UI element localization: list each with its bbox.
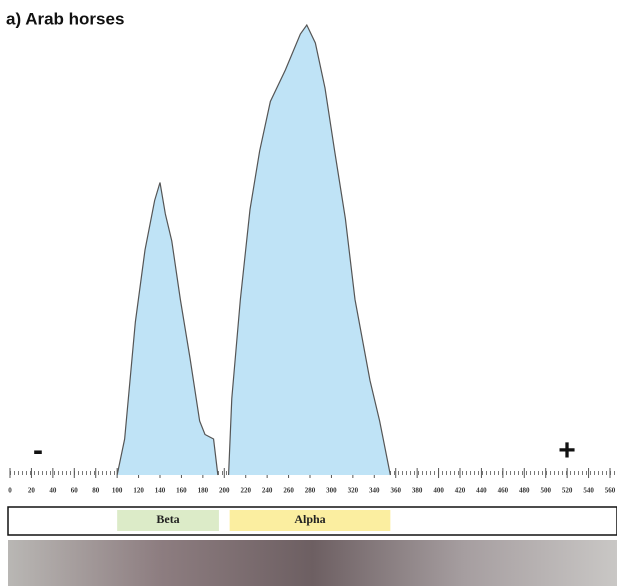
x-tick-label: 320 xyxy=(348,487,359,495)
x-tick-label: 160 xyxy=(176,487,187,495)
x-tick-label: 40 xyxy=(49,487,57,495)
x-tick-label: 380 xyxy=(412,487,423,495)
x-tick-label: 20 xyxy=(28,487,36,495)
x-tick-label: 520 xyxy=(562,487,573,495)
x-tick-label: 200 xyxy=(219,487,230,495)
x-tick-label: 100 xyxy=(112,487,123,495)
x-tick-label: 280 xyxy=(305,487,316,495)
x-tick-label: 60 xyxy=(71,487,79,495)
area-outline xyxy=(227,23,391,476)
x-tick-label: 140 xyxy=(155,487,166,495)
x-tick-label: 80 xyxy=(92,487,100,495)
cathode-sign: - xyxy=(33,434,43,467)
area xyxy=(117,182,218,475)
x-tick-label: 460 xyxy=(498,487,509,495)
anode-sign: + xyxy=(558,434,576,467)
band xyxy=(117,510,219,531)
chart-title: a) Arab horses xyxy=(6,9,124,28)
gel-image xyxy=(8,540,617,586)
x-tick-label: 340 xyxy=(369,487,380,495)
x-tick-label: 180 xyxy=(198,487,209,495)
x-tick-label: 480 xyxy=(519,487,530,495)
x-tick-label: 120 xyxy=(133,487,144,495)
x-tick-label: 360 xyxy=(390,487,401,495)
x-tick-label: 300 xyxy=(326,487,337,495)
band xyxy=(229,510,391,531)
x-tick-label: 220 xyxy=(240,487,251,495)
x-tick-label: 400 xyxy=(433,487,444,495)
x-tick-label: 240 xyxy=(262,487,273,495)
band-label: Alpha xyxy=(294,512,325,526)
x-tick-label: 540 xyxy=(583,487,594,495)
x-tick-label: 420 xyxy=(455,487,466,495)
area-outline xyxy=(116,182,219,476)
x-tick-label: 500 xyxy=(540,487,551,495)
x-tick-label: 440 xyxy=(476,487,487,495)
x-tick-label: 560 xyxy=(605,487,616,495)
area xyxy=(228,25,391,475)
x-tick-label: 260 xyxy=(283,487,294,495)
band-label: Beta xyxy=(156,512,179,526)
x-tick-label: 0 xyxy=(8,487,12,495)
